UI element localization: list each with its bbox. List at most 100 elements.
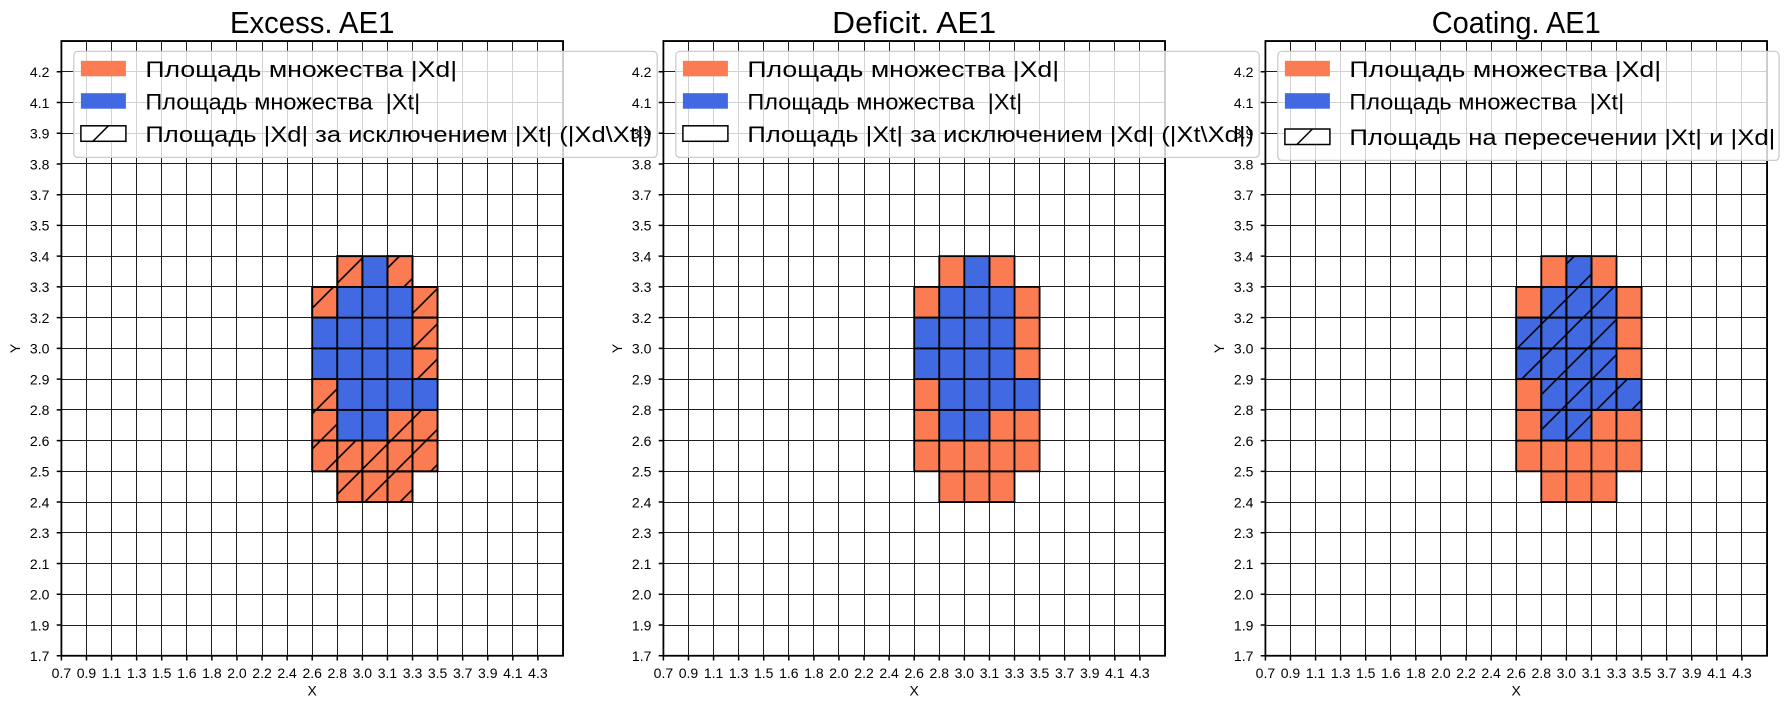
svg-text:3.0: 3.0 <box>955 665 975 681</box>
svg-text:3.3: 3.3 <box>403 665 423 681</box>
svg-text:2.5: 2.5 <box>632 464 652 480</box>
svg-text:3.1: 3.1 <box>1582 665 1602 681</box>
svg-text:2.5: 2.5 <box>30 464 50 480</box>
svg-text:1.7: 1.7 <box>30 648 50 664</box>
svg-text:Площадь множества |Xd|: Площадь множества |Xd| <box>1349 57 1661 82</box>
svg-text:1.7: 1.7 <box>1234 648 1254 664</box>
svg-text:3.3: 3.3 <box>1607 665 1627 681</box>
svg-text:1.3: 1.3 <box>1331 665 1351 681</box>
svg-text:X: X <box>910 682 920 698</box>
svg-text:0.9: 0.9 <box>679 665 699 681</box>
svg-text:3.8: 3.8 <box>30 156 50 172</box>
svg-text:2.1: 2.1 <box>30 556 50 572</box>
svg-text:2.3: 2.3 <box>30 525 50 541</box>
svg-text:2.9: 2.9 <box>30 371 50 387</box>
svg-text:1.3: 1.3 <box>729 665 749 681</box>
svg-text:2.2: 2.2 <box>1456 665 1476 681</box>
svg-text:1.6: 1.6 <box>177 665 197 681</box>
svg-text:1.1: 1.1 <box>1306 665 1326 681</box>
svg-text:4.1: 4.1 <box>503 665 523 681</box>
svg-text:Coating. AE1: Coating. AE1 <box>1432 6 1601 40</box>
svg-text:2.8: 2.8 <box>930 665 950 681</box>
svg-text:3.9: 3.9 <box>30 126 50 142</box>
svg-text:3.0: 3.0 <box>353 665 373 681</box>
svg-text:2.6: 2.6 <box>1506 665 1526 681</box>
svg-text:3.5: 3.5 <box>632 218 652 234</box>
svg-text:3.0: 3.0 <box>632 341 652 357</box>
svg-text:Площадь на пересечении |Xt| и: Площадь на пересечении |Xt| и |Xd| <box>1349 125 1775 150</box>
svg-text:4.2: 4.2 <box>1234 64 1254 80</box>
svg-text:1.5: 1.5 <box>754 665 774 681</box>
svg-text:1.9: 1.9 <box>30 617 50 633</box>
svg-text:0.9: 0.9 <box>77 665 97 681</box>
svg-text:3.5: 3.5 <box>428 665 448 681</box>
svg-text:3.9: 3.9 <box>1080 665 1100 681</box>
svg-text:2.8: 2.8 <box>1234 402 1254 418</box>
svg-text:3.2: 3.2 <box>1234 310 1254 326</box>
svg-text:3.0: 3.0 <box>1557 665 1577 681</box>
svg-text:1.9: 1.9 <box>1234 617 1254 633</box>
svg-text:Deficit. AE1: Deficit. AE1 <box>832 6 996 40</box>
svg-text:1.3: 1.3 <box>127 665 147 681</box>
svg-text:3.7: 3.7 <box>632 187 652 203</box>
svg-text:3.0: 3.0 <box>1234 341 1254 357</box>
svg-text:3.3: 3.3 <box>632 279 652 295</box>
svg-text:4.1: 4.1 <box>1707 665 1727 681</box>
svg-text:3.0: 3.0 <box>30 341 50 357</box>
svg-text:4.1: 4.1 <box>30 95 50 111</box>
svg-text:1.6: 1.6 <box>779 665 799 681</box>
svg-text:3.9: 3.9 <box>1682 665 1702 681</box>
svg-text:2.6: 2.6 <box>1234 433 1254 449</box>
svg-text:2.0: 2.0 <box>632 587 652 603</box>
svg-text:Площадь множества |Xt|: Площадь множества |Xt| <box>747 89 1022 114</box>
svg-text:2.0: 2.0 <box>30 587 50 603</box>
svg-text:2.8: 2.8 <box>328 665 348 681</box>
svg-text:0.7: 0.7 <box>654 665 674 681</box>
svg-text:1.5: 1.5 <box>152 665 172 681</box>
svg-text:2.6: 2.6 <box>302 665 322 681</box>
svg-text:3.7: 3.7 <box>453 665 473 681</box>
svg-text:3.9: 3.9 <box>478 665 498 681</box>
svg-text:Площадь множества |Xd|: Площадь множества |Xd| <box>145 57 457 82</box>
svg-text:2.0: 2.0 <box>227 665 247 681</box>
svg-text:3.7: 3.7 <box>1055 665 1075 681</box>
svg-text:Площадь множества |Xd|: Площадь множества |Xd| <box>747 57 1059 82</box>
svg-text:Y: Y <box>609 343 625 353</box>
svg-text:1.6: 1.6 <box>1381 665 1401 681</box>
svg-text:X: X <box>308 682 318 698</box>
svg-text:2.2: 2.2 <box>252 665 272 681</box>
svg-text:Площадь |Xd| за исключением |X: Площадь |Xd| за исключением |Xt| (|Xd\Xt… <box>145 122 652 147</box>
svg-text:2.4: 2.4 <box>1234 494 1254 510</box>
svg-text:3.2: 3.2 <box>30 310 50 326</box>
svg-text:2.5: 2.5 <box>1234 464 1254 480</box>
svg-text:2.8: 2.8 <box>632 402 652 418</box>
svg-text:3.3: 3.3 <box>1234 279 1254 295</box>
svg-text:3.2: 3.2 <box>632 310 652 326</box>
svg-text:4.1: 4.1 <box>1234 95 1254 111</box>
svg-text:3.8: 3.8 <box>632 156 652 172</box>
svg-text:2.3: 2.3 <box>632 525 652 541</box>
svg-text:2.1: 2.1 <box>1234 556 1254 572</box>
svg-text:2.4: 2.4 <box>1481 665 1501 681</box>
svg-text:4.2: 4.2 <box>632 64 652 80</box>
svg-text:2.8: 2.8 <box>1532 665 1552 681</box>
svg-text:2.4: 2.4 <box>632 494 652 510</box>
svg-text:3.7: 3.7 <box>1657 665 1677 681</box>
svg-text:3.3: 3.3 <box>30 279 50 295</box>
svg-text:3.5: 3.5 <box>1030 665 1050 681</box>
svg-text:3.4: 3.4 <box>1234 248 1254 264</box>
svg-text:4.3: 4.3 <box>528 665 548 681</box>
svg-text:3.5: 3.5 <box>1234 218 1254 234</box>
svg-text:3.8: 3.8 <box>1234 156 1254 172</box>
svg-text:2.3: 2.3 <box>1234 525 1254 541</box>
svg-text:2.8: 2.8 <box>30 402 50 418</box>
svg-text:3.5: 3.5 <box>1632 665 1652 681</box>
svg-text:2.0: 2.0 <box>1431 665 1451 681</box>
svg-text:Площадь множества |Xt|: Площадь множества |Xt| <box>145 89 420 114</box>
svg-text:1.5: 1.5 <box>1356 665 1376 681</box>
svg-text:2.6: 2.6 <box>30 433 50 449</box>
svg-text:2.0: 2.0 <box>829 665 849 681</box>
svg-text:2.9: 2.9 <box>632 371 652 387</box>
svg-text:2.6: 2.6 <box>632 433 652 449</box>
svg-text:3.5: 3.5 <box>30 218 50 234</box>
